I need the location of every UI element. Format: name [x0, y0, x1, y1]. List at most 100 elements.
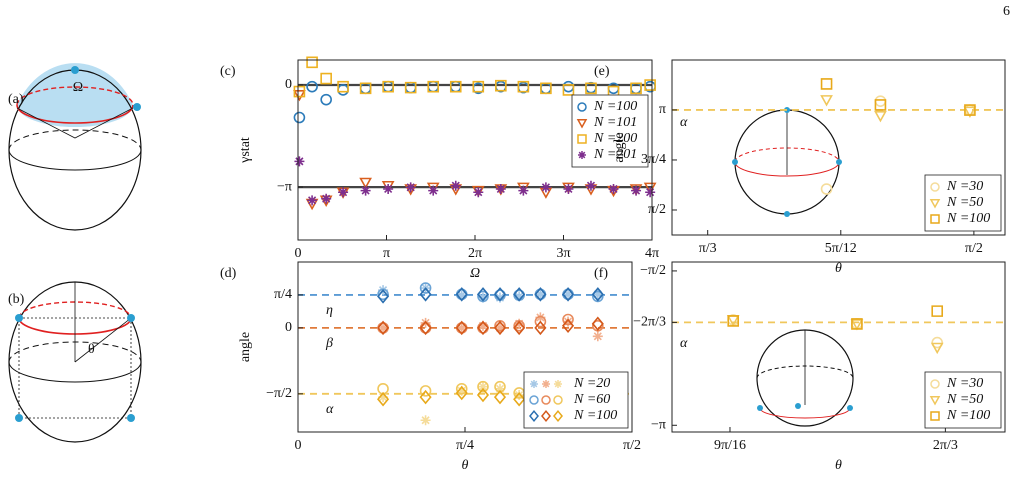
- data-point: [493, 287, 507, 302]
- data-point: [420, 415, 431, 426]
- data-point: [494, 292, 505, 303]
- legend-marker: [930, 182, 940, 192]
- data-point: [494, 322, 505, 333]
- data-point: [517, 80, 530, 93]
- x-tick-label: 0: [295, 246, 302, 261]
- line-label: η: [326, 303, 333, 318]
- data-point: [964, 104, 976, 116]
- x-axis-label: θ: [835, 261, 842, 276]
- data-point: [307, 195, 318, 206]
- data-point: [455, 287, 468, 302]
- data-point: [494, 383, 505, 394]
- data-point: [727, 315, 740, 327]
- data-point: [851, 318, 863, 330]
- data-point: [495, 183, 506, 194]
- data-point: [293, 85, 306, 98]
- inset-sphere: [756, 329, 854, 427]
- panel-label: (c): [220, 64, 236, 79]
- y-axis-label: angle: [238, 332, 253, 362]
- line-label: β: [325, 336, 333, 351]
- data-point: [562, 182, 575, 195]
- data-point: [383, 183, 394, 194]
- sphere-b: [8, 281, 142, 443]
- legend-label: N =101: [593, 115, 637, 130]
- data-point: [377, 392, 390, 407]
- y-tick-label: 0: [285, 77, 292, 92]
- data-point: [963, 106, 977, 118]
- data-point: [563, 183, 574, 194]
- y-tick-label: −π/2: [640, 263, 666, 278]
- data-point: [592, 289, 603, 300]
- data-point: [477, 381, 488, 392]
- data-point: [630, 82, 642, 95]
- data-point: [514, 390, 525, 401]
- panel-label: (d): [220, 266, 237, 281]
- data-point: [513, 320, 526, 336]
- data-point: [404, 81, 417, 94]
- data-point: [534, 320, 547, 336]
- data-point: [382, 80, 394, 93]
- data-point: [306, 80, 318, 93]
- x-tick-label: 2π: [468, 246, 482, 261]
- data-point: [534, 287, 547, 302]
- y-axis-label: γstat: [238, 137, 253, 164]
- data-point: [472, 80, 485, 93]
- data-point: [477, 380, 489, 393]
- data-point: [850, 319, 864, 331]
- diagram-symbol: θ: [88, 342, 95, 357]
- data-point: [585, 180, 596, 191]
- data-point: [428, 185, 439, 196]
- panel-label: (e): [594, 64, 610, 79]
- axes-box: [671, 261, 1006, 433]
- data-point: [563, 316, 574, 327]
- x-tick-label: π/2: [965, 241, 983, 256]
- x-tick-label: π/3: [699, 241, 717, 256]
- y-tick-label: 0: [285, 320, 292, 335]
- data-point: [294, 156, 305, 167]
- legend-marker: [529, 395, 539, 405]
- diagram-symbol: Ω: [73, 80, 83, 95]
- data-point: [477, 292, 488, 303]
- x-tick-label: π/2: [623, 438, 641, 453]
- data-point: [378, 322, 389, 333]
- data-point: [874, 95, 887, 107]
- legend-label: N =30: [946, 376, 983, 391]
- panel-label: (b): [8, 292, 25, 307]
- y-tick-label: π/4: [274, 287, 292, 302]
- x-axis-label: θ: [835, 458, 842, 473]
- data-point: [562, 80, 575, 93]
- legend-marker: [541, 410, 551, 422]
- legend-label: N =200: [593, 131, 637, 146]
- legend-label: N =50: [946, 195, 983, 210]
- data-point: [476, 320, 490, 336]
- legend-label: N =30: [946, 179, 983, 194]
- data-point: [514, 318, 525, 329]
- data-point: [455, 383, 468, 395]
- data-point: [456, 290, 467, 301]
- x-tick-label: π: [383, 246, 390, 261]
- data-point: [514, 291, 525, 302]
- x-tick-label: 3π: [556, 246, 570, 261]
- annotation: α: [680, 115, 688, 130]
- panel-label: (f): [594, 266, 608, 281]
- data-point: [427, 80, 440, 93]
- y-tick-label: π: [659, 102, 666, 117]
- data-point: [320, 93, 332, 106]
- data-point: [320, 72, 332, 85]
- legend-marker: [929, 199, 941, 209]
- data-point: [591, 287, 604, 302]
- data-point: [293, 111, 306, 124]
- data-point: [930, 342, 944, 355]
- data-point: [405, 182, 416, 193]
- data-point: [535, 289, 546, 300]
- legend-marker: [930, 411, 940, 421]
- x-tick-label: π/4: [456, 438, 474, 453]
- data-point: [449, 80, 462, 93]
- legend-marker: [930, 214, 940, 224]
- y-tick-label: π/2: [648, 202, 666, 217]
- legend-label: N =100: [573, 408, 617, 423]
- data-point: [493, 389, 507, 405]
- data-point: [377, 289, 390, 304]
- data-point: [377, 320, 390, 336]
- panel-label: (a): [8, 92, 24, 107]
